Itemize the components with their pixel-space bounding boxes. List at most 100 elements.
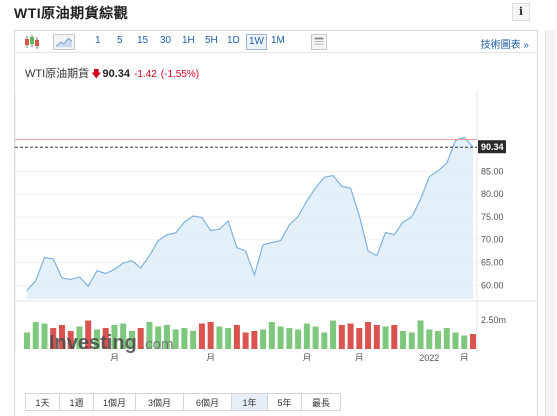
volume-bar [181,328,188,349]
volume-bar [137,328,144,349]
volume-bar [356,328,363,349]
watermark-brand: Investing [49,332,137,354]
volume-bar [408,332,415,349]
interval-15[interactable]: 15 [137,35,149,46]
range-1m[interactable]: 1個月 [93,393,135,411]
volume-bar [163,325,170,349]
page-title: WTI原油期貨綜觀 [14,5,129,21]
interval-1w[interactable]: 1W [246,34,267,50]
volume-bar [198,323,205,349]
chart-panel: 1 5 15 30 1H 5H 1D 1W 1M 技術圖表 » 60.00 65.… [14,30,538,416]
volume-bar [303,323,310,349]
volume-bar [417,320,424,349]
volume-bar [373,325,380,349]
x-tick-label: 月 [355,353,364,361]
interval-1d[interactable]: 1D [227,35,240,46]
volume-bar [172,329,179,349]
quote-change-pct: (-1.55%) [160,69,200,80]
y-tick-label: 70.00 [481,235,504,245]
investing-watermark: Investing .com [49,332,174,354]
volume-bar [233,325,240,349]
interval-1h[interactable]: 1H [182,35,195,46]
x-tick-label: 月 [206,353,215,361]
volume-bar [277,326,284,349]
range-1w[interactable]: 1週 [59,393,93,411]
volume-bar [452,332,459,349]
interval-5[interactable]: 5 [117,35,123,46]
volume-bar [155,326,162,349]
volume-bar [365,322,372,349]
volume-bar [295,329,302,349]
volume-bar [469,334,477,349]
volume-bar [391,325,398,349]
price-area-fill [27,137,473,299]
info-icon: i [518,5,524,18]
y-axis-ticks: 60.00 65.00 70.00 75.00 80.00 85.00 [481,166,504,290]
volume-bar [207,322,214,349]
volume-bar [76,326,83,349]
volume-bar [338,325,345,349]
volume-bar [225,328,232,349]
volume-bar [41,323,48,349]
volume-bar [128,331,135,349]
volume-bar [286,328,293,349]
range-max[interactable]: 最長 [301,393,341,411]
quote-header: WTI原油期貨 🡇90.34 -1.42 (-1.55%) [25,65,199,84]
volume-bar [93,329,100,349]
volume-bar [50,328,57,349]
interval-1m[interactable]: 1M [271,35,285,46]
quote-change: -1.42 [133,69,157,80]
volume-bar [400,331,407,349]
volume-bar [382,326,389,349]
x-tick-label: 月 [460,353,469,361]
volume-bar [251,331,258,349]
advanced-chart-link[interactable]: 技術圖表 » [480,40,529,51]
interval-5h[interactable]: 5H [205,35,218,46]
volume-bar [347,323,354,349]
volume-bar [260,329,267,349]
quote-symbol: WTI原油期貨 [25,68,90,80]
last-price-label: 90.34 [481,142,504,152]
down-arrow-icon: 🡇 [91,69,102,80]
page-scrollbar[interactable] [545,30,555,416]
watermark-suffix: .com [141,336,174,353]
interval-30[interactable]: 30 [160,35,172,46]
volume-bar [67,331,74,349]
quote-price: 90.34 [102,68,130,80]
candlestick-icon[interactable] [23,34,41,50]
volume-bar [102,328,109,349]
range-6m[interactable]: 6個月 [183,393,231,411]
y-tick-label: 80.00 [481,189,504,199]
y-tick-label: 60.00 [481,280,504,290]
volume-bar [330,320,337,349]
volume-bar [321,332,328,349]
x-tick-label: 2022 [419,353,439,361]
volume-bar [146,322,153,349]
volume-bar [111,325,118,349]
volume-bar [435,331,442,349]
volume-bar [443,328,450,349]
y-tick-label: 75.00 [481,212,504,222]
price-chart: 60.00 65.00 70.00 75.00 80.00 85.00 90.34 2.5… [15,91,537,361]
x-axis-labels: 月 月 月 月 2022 月 [110,353,469,361]
volume-bar [120,323,127,349]
info-button[interactable]: i [512,3,530,21]
volume-bars [23,320,477,349]
y-tick-label: 85.00 [481,166,504,176]
x-tick-label: 月 [302,353,311,361]
volume-bar [216,326,223,349]
settings-panel-icon[interactable] [311,34,327,50]
volume-bar [461,335,468,349]
range-5y[interactable]: 5年 [267,393,301,411]
volume-bar [190,331,197,349]
y-tick-label: 65.00 [481,258,504,268]
volume-bar [23,332,31,349]
volume-scale-label: 2.50m [481,315,506,325]
range-1d[interactable]: 1天 [25,393,59,411]
interval-1[interactable]: 1 [95,35,101,46]
area-chart-icon[interactable] [53,34,75,50]
volume-bar [312,326,319,349]
range-1y[interactable]: 1年 [231,393,267,411]
range-3m[interactable]: 3個月 [135,393,183,411]
volume-bar [85,320,92,349]
